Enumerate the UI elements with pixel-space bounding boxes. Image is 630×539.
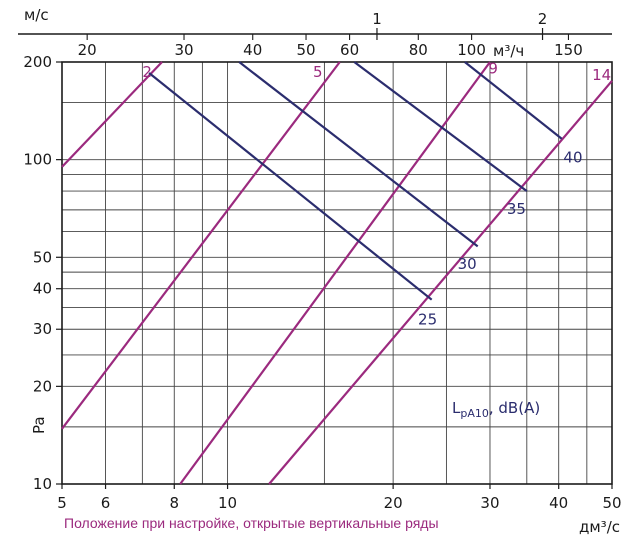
noise-line-30 [238, 61, 479, 248]
y-tick-label: 200 [23, 53, 52, 71]
x-axis-ticks: 5 6 8 10 20 30 40 50 [57, 484, 622, 512]
setting-line-2 [61, 61, 163, 168]
flow-tick-label: 20 [78, 41, 97, 59]
setting-line-5 [61, 61, 341, 430]
x-tick-label: 50 [602, 494, 621, 512]
legend: LpA10, dB(A) [452, 399, 540, 420]
flow-tick-label: 50 [296, 41, 315, 59]
y-tick-label: 100 [23, 151, 52, 169]
x-unit-label: дм³/с [579, 518, 620, 536]
noise-line-25 [148, 72, 433, 301]
flow-tick-label: 30 [174, 41, 193, 59]
flow-tick-label: 40 [243, 41, 262, 59]
y-axis-label: Pa [30, 416, 48, 434]
setting-line-label: 14 [592, 66, 611, 84]
x-tick-label: 10 [218, 494, 237, 512]
grid [61, 61, 613, 485]
flow-unit-label: м³/ч [493, 42, 524, 60]
y-axis-ticks: 10 20 30 40 50 100 200 [23, 53, 62, 493]
flow-tick-label: 60 [340, 41, 359, 59]
setting-line-14 [268, 80, 613, 485]
y-tick-label: 30 [33, 320, 52, 338]
flow-tick-label: 100 [457, 41, 486, 59]
x-tick-label: 20 [384, 494, 403, 512]
x-tick-label: 8 [169, 494, 179, 512]
y-tick-label: 20 [33, 377, 52, 395]
velocity-unit-label: м/с [24, 6, 49, 24]
setting-line-label: 2 [142, 63, 152, 81]
top-axis: 1234203040506080100150 [18, 10, 612, 59]
velocity-tick-label: 1 [372, 10, 382, 28]
legend-main: L [452, 399, 461, 417]
x-tick-label: 5 [57, 494, 67, 512]
noise-line-label: 30 [458, 255, 477, 273]
x-tick-label: 6 [101, 494, 111, 512]
setting-line-label: 5 [313, 63, 323, 81]
noise-line-label: 40 [563, 148, 582, 166]
flow-tick-label: 150 [554, 41, 583, 59]
x-tick-label: 30 [480, 494, 499, 512]
flow-tick-label: 80 [409, 41, 428, 59]
noise-line-35 [353, 61, 528, 192]
legend-sub: pA10 [460, 407, 489, 420]
noise-line-label: 35 [507, 200, 526, 218]
x-tick-label: 40 [549, 494, 568, 512]
y-tick-label: 50 [33, 248, 52, 266]
y-tick-label: 10 [33, 475, 52, 493]
noise-line-label: 25 [418, 311, 437, 329]
y-tick-label: 40 [33, 280, 52, 298]
plot-frame [61, 61, 613, 485]
caption: Положение при настройке, открытые вертик… [64, 515, 439, 531]
noise-line-40 [464, 61, 563, 140]
setting-line-label: 9 [488, 60, 498, 78]
velocity-tick-label: 2 [538, 10, 548, 28]
setting-line-9 [179, 61, 491, 485]
legend-rest: , dB(A) [489, 399, 540, 417]
